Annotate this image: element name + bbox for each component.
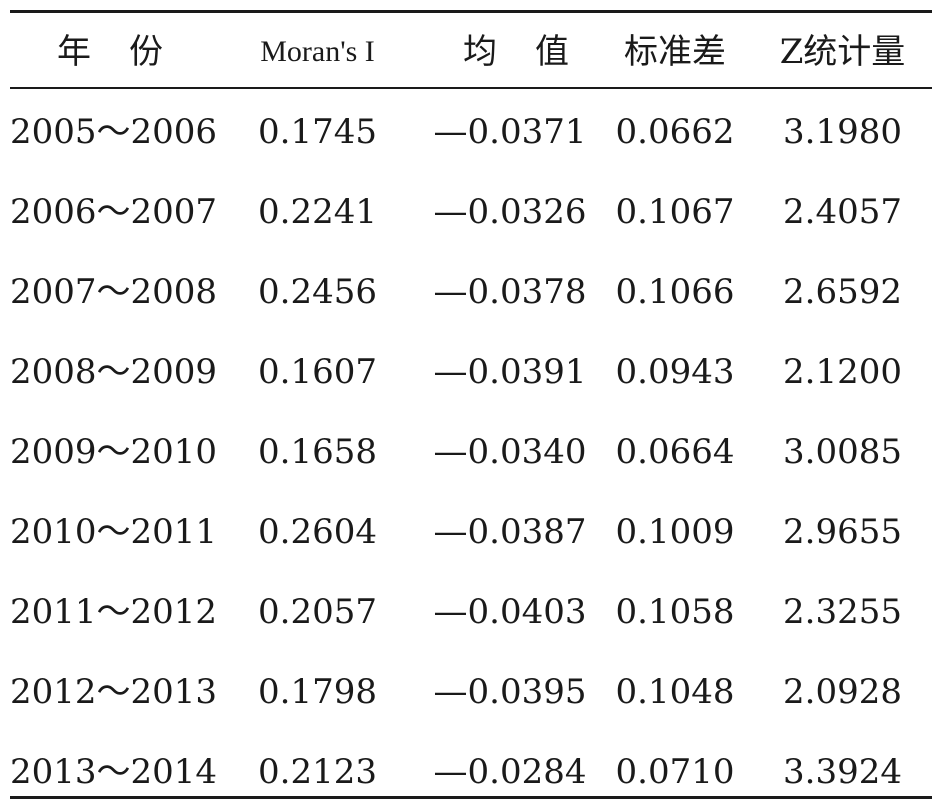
cell-std-dev: 0.1066 [615, 272, 735, 312]
cell-year: 2010～2011 [10, 512, 218, 552]
cell-z-statistic: 2.4057 [783, 192, 902, 232]
header-z-statistic: Z统计量 [779, 32, 906, 72]
cell-mean: —0.0391 [433, 352, 587, 392]
table-row: 2005～2006 0.1745 —0.0371 0.0662 3.1980 [10, 92, 932, 172]
table-row: 2008～2009 0.1607 —0.0391 0.0943 2.1200 [10, 332, 932, 412]
cell-std-dev: 0.0664 [615, 432, 735, 472]
header-std-dev: 标准差 [624, 32, 726, 72]
table-row: 2010～2011 0.2604 —0.0387 0.1009 2.9655 [10, 492, 932, 572]
cell-z-statistic: 3.3924 [783, 752, 902, 792]
cell-mean: —0.0403 [433, 592, 587, 632]
cell-std-dev: 0.1009 [615, 512, 735, 552]
cell-morans-i: 0.1798 [258, 672, 377, 712]
cell-morans-i: 0.1745 [258, 112, 377, 152]
cell-mean: —0.0395 [433, 672, 587, 712]
cell-year: 2012～2013 [10, 672, 218, 712]
cell-std-dev: 0.0710 [615, 752, 735, 792]
cell-morans-i: 0.2057 [258, 592, 377, 632]
table-row: 2013～2014 0.2123 —0.0284 0.0710 3.3924 [10, 732, 932, 812]
cell-year: 2011～2012 [10, 592, 218, 632]
cell-mean: —0.0387 [433, 512, 587, 552]
header-morans-i: Moran's I [260, 35, 375, 68]
header-rule [10, 87, 932, 89]
cell-mean: —0.0371 [433, 112, 587, 152]
table-row: 2007～2008 0.2456 —0.0378 0.1066 2.6592 [10, 252, 932, 332]
cell-z-statistic: 3.1980 [783, 112, 902, 152]
cell-year: 2007～2008 [10, 272, 218, 312]
cell-morans-i: 0.1607 [258, 352, 377, 392]
header-mean: 均值 [463, 32, 607, 72]
cell-std-dev: 0.1067 [615, 192, 735, 232]
cell-year: 2005～2006 [10, 112, 218, 152]
cell-z-statistic: 3.0085 [783, 432, 902, 472]
table-row: 2006～2007 0.2241 —0.0326 0.1067 2.4057 [10, 172, 932, 252]
cell-year: 2006～2007 [10, 192, 218, 232]
cell-mean: —0.0284 [433, 752, 587, 792]
bottom-rule [10, 796, 932, 799]
cell-morans-i: 0.2604 [258, 512, 377, 552]
cell-morans-i: 0.2123 [258, 752, 377, 792]
table-header: 年份 Moran's I 均值 标准差 Z统计量 [10, 13, 932, 93]
cell-year: 2008～2009 [10, 352, 218, 392]
table-row: 2011～2012 0.2057 —0.0403 0.1058 2.3255 [10, 572, 932, 652]
cell-std-dev: 0.1048 [615, 672, 735, 712]
cell-morans-i: 0.2456 [258, 272, 377, 312]
header-year: 年份 [57, 32, 201, 72]
cell-std-dev: 0.1058 [615, 592, 735, 632]
cell-year: 2009～2010 [10, 432, 218, 472]
cell-mean: —0.0326 [433, 192, 587, 232]
cell-z-statistic: 2.9655 [783, 512, 902, 552]
cell-year: 2013～2014 [10, 752, 218, 792]
cell-morans-i: 0.2241 [258, 192, 377, 232]
table-row: 2009～2010 0.1658 —0.0340 0.0664 3.0085 [10, 412, 932, 492]
cell-z-statistic: 2.0928 [783, 672, 902, 712]
cell-mean: —0.0340 [433, 432, 587, 472]
cell-z-statistic: 2.6592 [783, 272, 902, 312]
cell-std-dev: 0.0662 [615, 112, 735, 152]
table-row: 2012～2013 0.1798 —0.0395 0.1048 2.0928 [10, 652, 932, 732]
cell-mean: —0.0378 [433, 272, 587, 312]
cell-morans-i: 0.1658 [258, 432, 377, 472]
top-rule [10, 10, 932, 13]
cell-z-statistic: 2.1200 [783, 352, 902, 392]
cell-z-statistic: 2.3255 [783, 592, 902, 632]
cell-std-dev: 0.0943 [615, 352, 735, 392]
